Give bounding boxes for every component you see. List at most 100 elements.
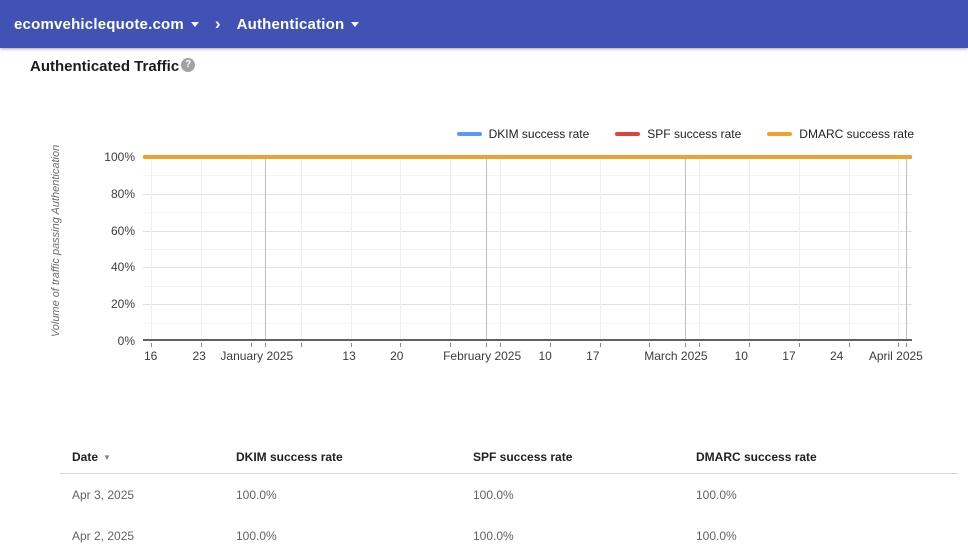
v-gridline	[905, 157, 907, 339]
x-axis-tick	[350, 343, 352, 347]
x-axis-tick	[449, 343, 451, 347]
y-axis-title: Volume of traffic passing Authentication	[50, 144, 63, 338]
y-tick-label: 0%	[117, 334, 135, 348]
x-tick-label: 10	[734, 349, 748, 363]
table-cell: 100.0%	[473, 528, 514, 543]
table-row: Apr 3, 2025 100.0% 100.0% 100.0%	[60, 474, 958, 515]
legend-label: DMARC success rate	[799, 127, 914, 141]
h-gridline	[143, 175, 912, 177]
column-header-date[interactable]: Date ▼	[72, 449, 111, 464]
x-axis-tick	[485, 343, 487, 347]
y-tick-label: 80%	[110, 186, 135, 201]
domain-label: ecomvehiclequote.com	[14, 15, 184, 33]
x-axis-tick	[300, 343, 302, 347]
page-title: Authenticated Traffic	[30, 58, 180, 75]
x-axis-labels: 16 23 January 2025 13 20 February 2025 10 17 Mar…	[143, 349, 923, 365]
legend-item: SPF success rate	[615, 127, 741, 141]
v-gridline	[549, 157, 551, 339]
x-axis-tickmarks	[143, 343, 912, 348]
section-dropdown-caret-icon	[351, 21, 360, 27]
h-gridline	[143, 322, 912, 324]
v-gridline	[649, 157, 650, 339]
legend-label: SPF success rate	[647, 127, 742, 141]
table-body: Apr 3, 2025 100.0% 100.0% 100.0% Apr 2, 2025…	[60, 474, 958, 554]
x-tick-label: 24	[829, 349, 844, 363]
h-gridline	[143, 212, 912, 214]
chart-legend: DKIM success rate SPF success rate DMARC s…	[456, 127, 914, 141]
v-gridline	[499, 157, 501, 339]
v-gridline	[399, 157, 401, 339]
x-tick-label: 16	[144, 349, 158, 363]
table-row: Apr 2, 2025 100.0% 100.0% 100.0%	[60, 515, 958, 554]
x-axis-tick	[748, 343, 750, 347]
section-breadcrumb[interactable]: Authentication	[237, 16, 360, 33]
x-axis-tick	[798, 343, 800, 347]
table-cell: 100.0%	[696, 487, 737, 502]
data-table: Date ▼ DKIM success rate SPF success rate DM…	[60, 440, 958, 554]
x-axis-tick	[698, 343, 700, 347]
x-axis-tick	[250, 343, 252, 347]
v-gridline	[265, 157, 267, 339]
plot-area	[143, 155, 912, 341]
h-gridline	[143, 267, 912, 269]
y-axis-ticks: 100% 80% 60% 40% 20% 0%	[85, 150, 135, 348]
v-gridline	[685, 157, 687, 339]
y-tick-label: 100%	[104, 150, 135, 164]
x-tick-label: 17	[586, 349, 600, 363]
table-cell: 100.0%	[696, 528, 737, 543]
sort-desc-icon[interactable]: ▼	[103, 452, 111, 462]
h-gridline	[143, 193, 912, 195]
x-axis-tick	[399, 343, 401, 347]
legend-item: DMARC success rate	[767, 127, 914, 141]
x-axis-tick	[649, 343, 650, 347]
x-axis-tick	[549, 343, 551, 347]
v-gridline	[300, 157, 302, 339]
domain-dropdown-caret-icon	[190, 21, 199, 27]
help-icon[interactable]: ?	[181, 58, 196, 72]
y-tick-label: 60%	[110, 223, 135, 238]
v-gridline	[748, 157, 750, 339]
y-tick-label: 40%	[110, 260, 135, 275]
x-tick-label: 23	[192, 349, 206, 363]
v-gridline	[250, 157, 252, 339]
x-tick-label: January 2025	[220, 349, 294, 363]
x-axis-tick	[499, 343, 501, 347]
x-tick-label: March 2025	[644, 349, 708, 363]
x-axis-tick	[150, 343, 152, 347]
v-gridline	[150, 157, 152, 339]
v-gridline	[698, 157, 700, 339]
v-gridline	[485, 157, 487, 339]
v-gridline	[898, 157, 900, 339]
domain-breadcrumb[interactable]: ecomvehiclequote.com	[14, 16, 199, 33]
x-tick-label: February 2025	[443, 349, 522, 363]
x-axis-tick	[599, 343, 601, 347]
x-axis-tick	[265, 343, 267, 347]
x-tick-label: 10	[538, 349, 552, 363]
topbar: ecomvehiclequote.com › Authentication	[0, 0, 968, 48]
legend-item: DKIM success rate	[456, 127, 590, 141]
h-gridline	[143, 285, 912, 287]
v-gridline	[350, 157, 352, 339]
series-line-dmarc	[143, 155, 912, 159]
h-gridline	[143, 304, 912, 306]
section-label: Authentication	[236, 15, 345, 33]
table-cell: 100.0%	[473, 487, 514, 502]
legend-label: DKIM success rate	[488, 127, 590, 141]
breadcrumb-chevron-icon: ›	[214, 14, 221, 33]
x-tick-label: 20	[390, 349, 404, 363]
x-tick-label: 13	[342, 349, 356, 363]
column-header-spf: SPF success rate	[473, 449, 573, 464]
legend-swatch	[456, 132, 482, 136]
x-axis-tick	[685, 343, 687, 347]
column-header-dkim: DKIM success rate	[236, 449, 343, 464]
v-gridline	[599, 157, 601, 339]
h-gridline	[143, 249, 912, 250]
x-axis-tick	[905, 343, 907, 347]
column-header-dmarc: DMARC success rate	[696, 449, 817, 464]
legend-swatch	[767, 132, 793, 136]
v-gridline	[848, 157, 850, 339]
x-axis-tick	[200, 343, 202, 347]
legend-swatch	[615, 132, 641, 136]
v-gridline	[200, 157, 202, 339]
table-cell: 100.0%	[236, 528, 277, 543]
